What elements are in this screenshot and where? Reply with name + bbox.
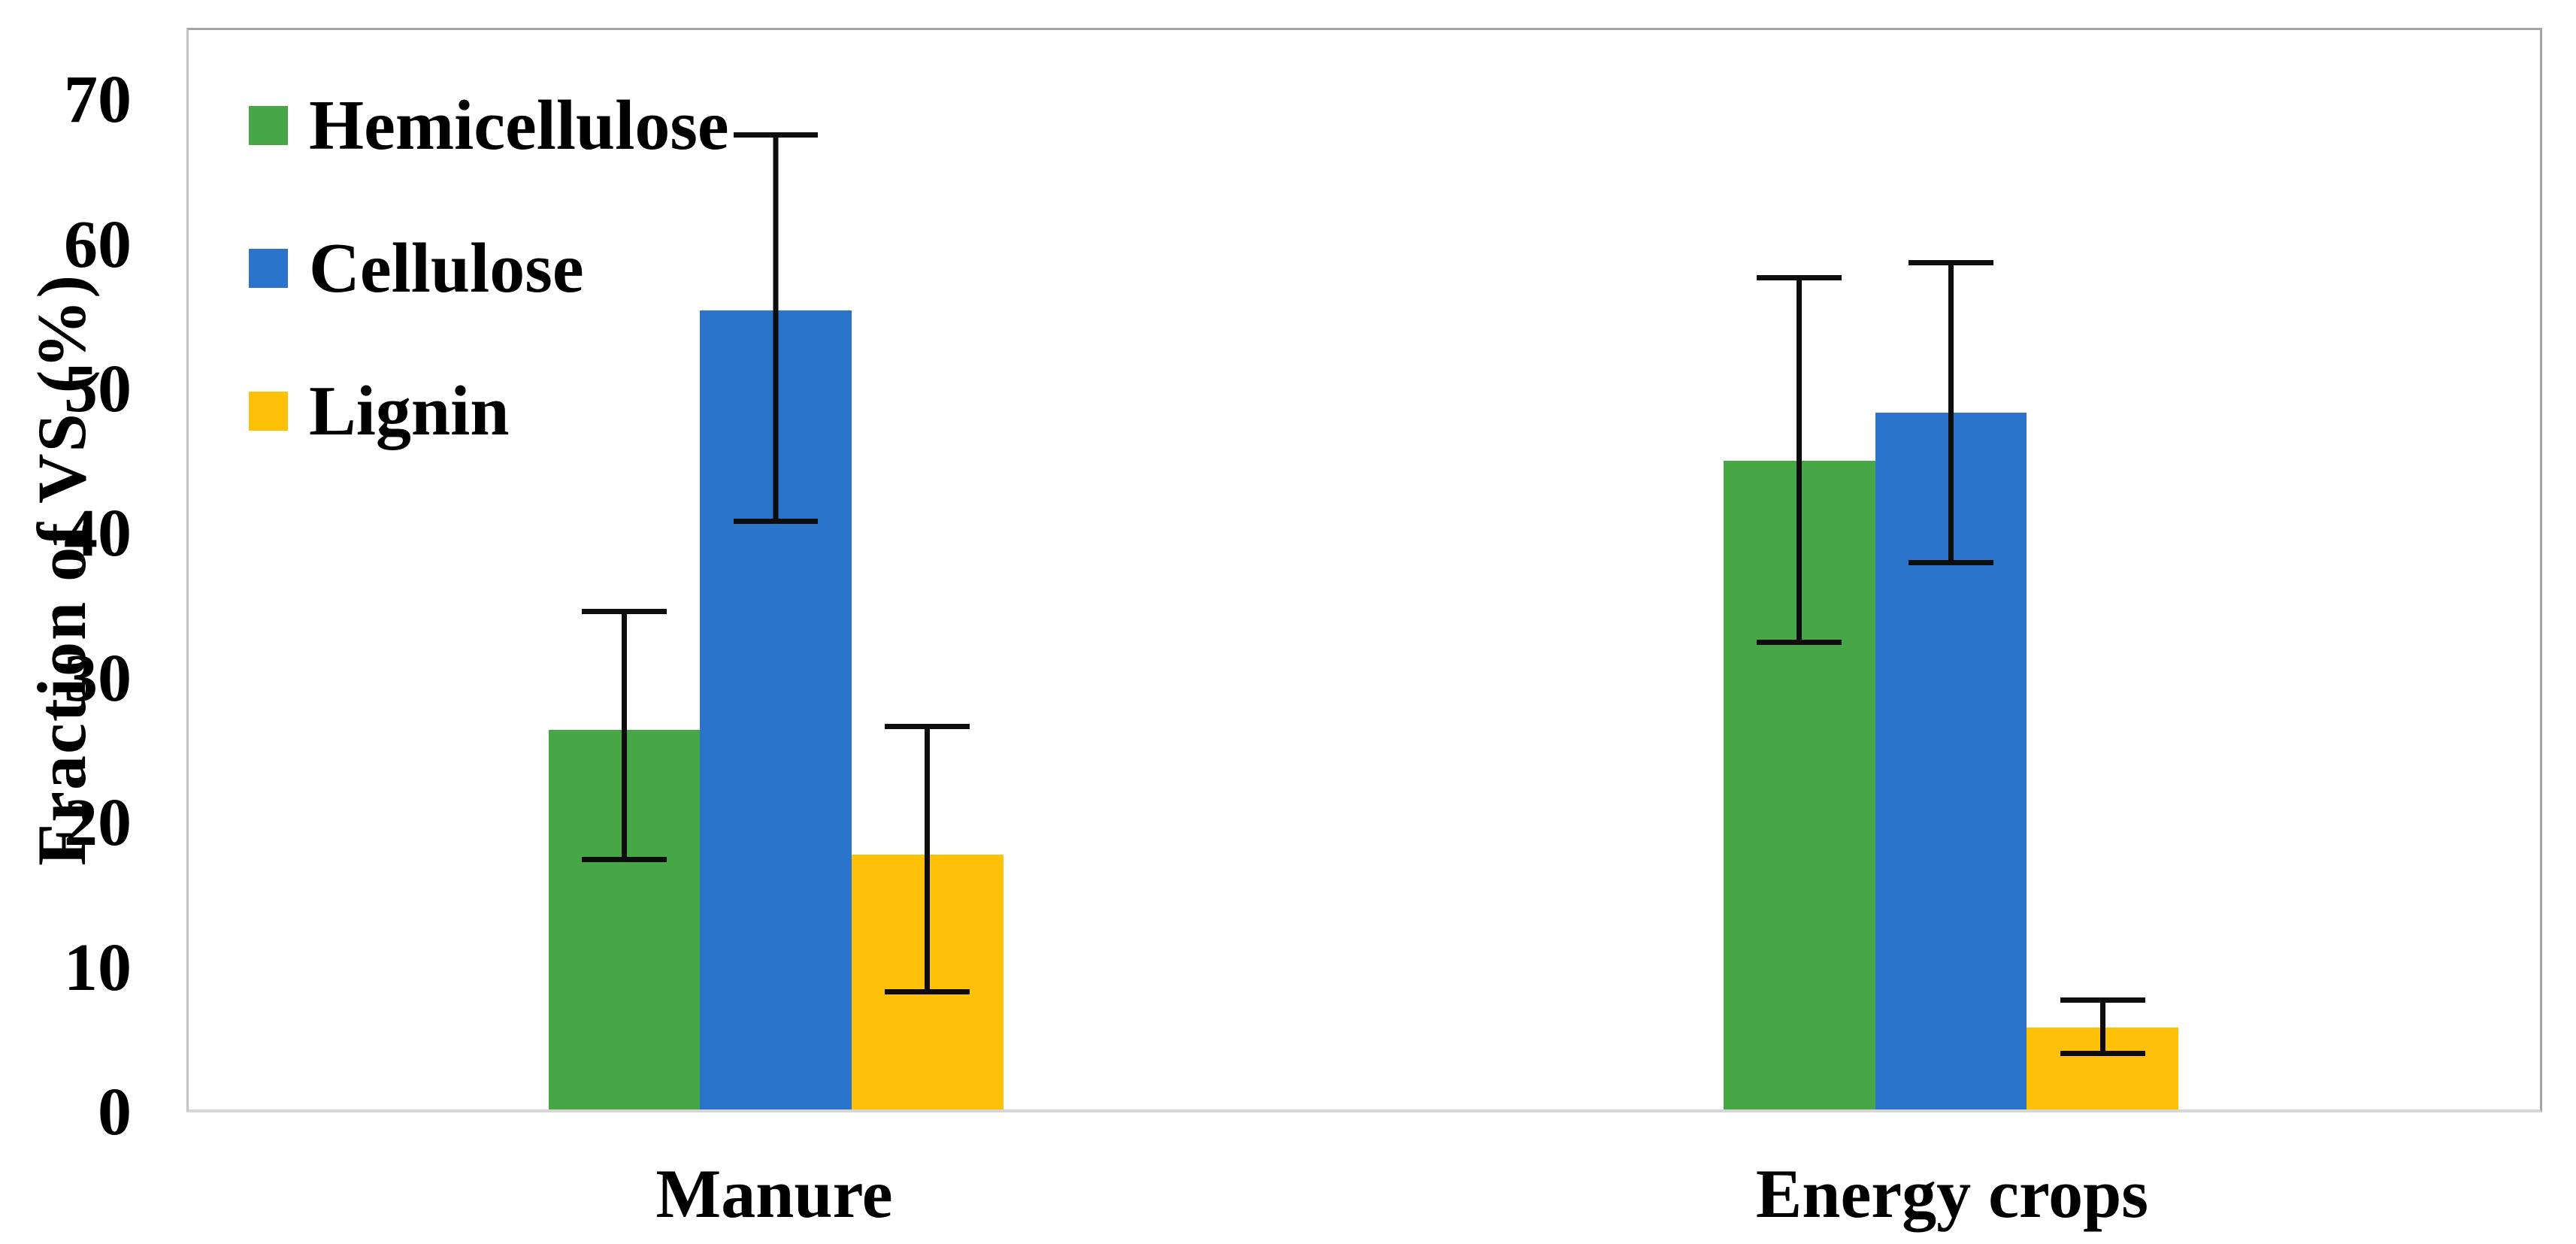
y-tick-40: 40 (64, 496, 132, 571)
bar-cell (2027, 30, 2178, 1109)
y-tick-70: 70 (64, 62, 132, 138)
cellulose-swatch-icon (249, 249, 288, 288)
error-bar-manure-hemicellulose (581, 608, 667, 862)
legend-label-cellulose: Cellulose (309, 229, 584, 307)
error-bar-energy-crops-hemicellulose (1757, 274, 1842, 645)
bar-cell (700, 30, 852, 1109)
legend-item-lignin: Lignin (249, 376, 729, 446)
error-bar-manure-cellulose (733, 132, 819, 524)
legend-item-hemicellulose: Hemicellulose (249, 90, 729, 161)
bar-cell (548, 30, 701, 1109)
legend-item-cellulose: Cellulose (249, 233, 729, 304)
lignin-swatch-icon (249, 392, 288, 431)
error-bar-energy-crops-lignin (2060, 997, 2145, 1057)
bar-cell (1723, 30, 1875, 1109)
bar-cell (851, 30, 1003, 1109)
y-axis-tick-labels: 0 10 20 30 40 50 60 70 (0, 28, 186, 1146)
y-tick-60: 60 (64, 207, 132, 282)
y-tick-20: 20 (64, 785, 132, 861)
hemicellulose-swatch-icon (249, 106, 288, 145)
y-tick-50: 50 (64, 352, 132, 426)
bar-cell (1875, 30, 2027, 1109)
y-tick-30: 30 (64, 640, 132, 716)
legend-label-lignin: Lignin (309, 372, 510, 450)
bar-group-manure (548, 30, 1003, 1109)
plot-area: Hemicellulose Cellulose Lignin (186, 28, 2542, 1112)
y-tick-0: 0 (98, 1075, 132, 1149)
legend-label-hemicellulose: Hemicellulose (309, 86, 729, 165)
y-tick-10: 10 (64, 930, 132, 1005)
error-bar-manure-lignin (885, 723, 970, 994)
legend: Hemicellulose Cellulose Lignin (249, 90, 729, 519)
bar-group-energy-crops (1723, 30, 2178, 1109)
x-label-energy-crops: Energy crops (1755, 1155, 2149, 1232)
x-label-manure: Manure (655, 1155, 893, 1232)
error-bar-energy-crops-cellulose (1908, 260, 1993, 566)
